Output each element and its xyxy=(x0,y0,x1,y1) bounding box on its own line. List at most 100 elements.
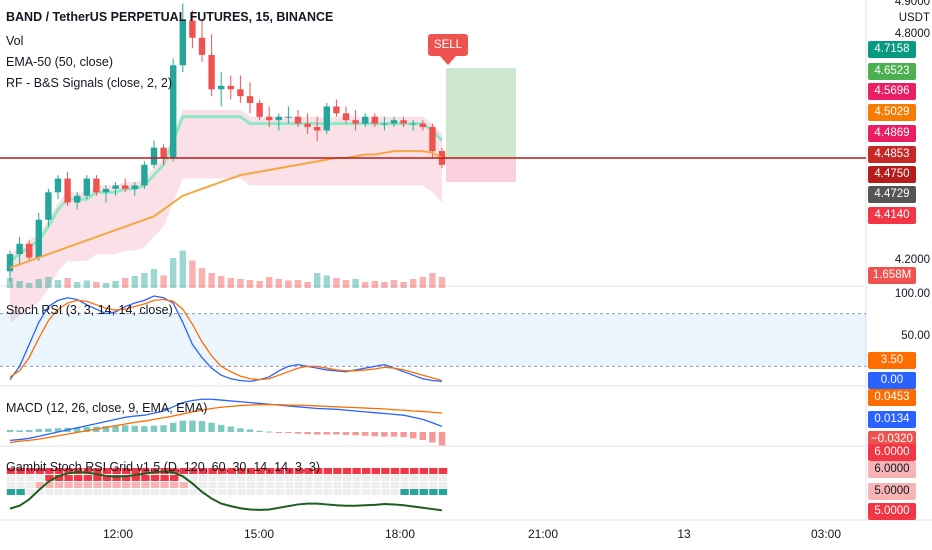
macd-histogram-bar xyxy=(83,426,90,432)
macd-histogram-bar xyxy=(170,422,177,432)
gambit-grid-cell xyxy=(141,475,150,481)
macd-signal-tag: 0.0453 xyxy=(868,389,916,406)
macd-histogram-bar xyxy=(35,429,42,432)
gambit-grid-cell xyxy=(26,468,35,474)
macd-histogram-bar xyxy=(390,432,398,437)
gambit-grid-cell xyxy=(83,482,92,488)
gambit-grid-cell xyxy=(323,468,332,474)
candle-body xyxy=(419,123,426,128)
range-filter-legend[interactable]: RF - B&S Signals (close, 2, 2) xyxy=(6,76,173,90)
gambit-grid-cell xyxy=(410,482,419,488)
gambit-grid-cell xyxy=(314,489,323,495)
stoch-rsi-legend[interactable]: Stoch RSI (3, 3, 14, 14, close) xyxy=(6,303,173,317)
price-scale-currency[interactable]: USDT xyxy=(898,12,930,24)
gambit-grid-cell xyxy=(237,468,246,474)
gambit-grid-cell xyxy=(438,489,448,495)
time-label-2: 18:00 xyxy=(384,527,416,541)
gambit-grid-cell xyxy=(170,475,179,481)
macd-histogram-bar xyxy=(342,432,350,435)
macd-histogram-bar xyxy=(237,428,244,432)
volume-bar xyxy=(93,282,100,288)
symbol-title[interactable]: BAND / TetherUS PERPETUAL FUTURES, 15, B… xyxy=(6,10,334,24)
candle-body xyxy=(400,120,407,124)
gambit-grid-cell xyxy=(266,475,275,481)
gambit-grid-cell xyxy=(237,482,246,488)
volume-bar xyxy=(410,279,417,288)
macd-histogram-bar xyxy=(208,422,215,432)
gambit-grid-cell xyxy=(256,489,265,495)
macd-legend[interactable]: MACD (12, 26, close, 9, EMA, EMA) xyxy=(6,401,208,415)
gambit-grid-cell xyxy=(64,475,73,481)
gambit-grid-cell xyxy=(304,475,313,481)
stoch-band xyxy=(0,313,866,367)
gambit-legend[interactable]: Gambit Stoch RSI Grid v1.5 (D, 120, 60, … xyxy=(6,460,321,474)
candle-body xyxy=(429,127,436,152)
gambit-grid-cell xyxy=(93,475,102,481)
gambit-grid-cell xyxy=(304,468,313,474)
gambit-grid-cell xyxy=(26,482,35,488)
candle-body xyxy=(102,188,110,193)
candle-body xyxy=(189,20,196,38)
macd-histogram-bar xyxy=(371,432,378,437)
gambit-grid-cell xyxy=(141,489,150,495)
candle-body xyxy=(74,195,81,203)
gambit-grid-cell xyxy=(64,489,73,495)
macd-line xyxy=(9,398,443,442)
macd-histogram-bar xyxy=(6,429,14,432)
gambit-grid-cell xyxy=(131,489,140,495)
candle-body xyxy=(342,113,350,121)
macd-histogram-bar xyxy=(150,425,158,432)
gambit-grid-cell xyxy=(45,482,54,488)
gambit-grid-cell xyxy=(410,489,419,495)
macd-histogram-bar xyxy=(74,427,81,432)
candle-body xyxy=(246,96,254,104)
gambit-grid-cell xyxy=(362,489,371,495)
gambit-grid-cell xyxy=(83,475,92,481)
candle-body xyxy=(179,20,186,66)
macd-histogram-bar xyxy=(275,432,282,433)
macd-histogram-bar xyxy=(256,430,263,432)
volume-bar xyxy=(400,282,407,288)
ema-legend[interactable]: EMA-50 (50, close) xyxy=(6,55,113,69)
gambit-grid-cell xyxy=(16,468,25,474)
macd-histogram-bar xyxy=(54,428,62,432)
volume-bar xyxy=(314,273,321,288)
macd-histogram-bar xyxy=(45,428,52,432)
gambit-grid-cell xyxy=(131,482,140,488)
stop-loss-zone xyxy=(446,158,516,182)
macd-histogram-bar xyxy=(438,432,446,446)
gambit-grid-cell xyxy=(266,482,275,488)
gambit-grid-cell xyxy=(170,468,179,474)
gambit-grid-cell xyxy=(35,475,44,481)
gambit-grid-cell xyxy=(102,482,112,488)
stoch-d-tag: 0.00 xyxy=(868,372,916,389)
macd-histogram-bar xyxy=(333,432,340,435)
gambit-grid-cell xyxy=(150,489,160,495)
candle-body xyxy=(64,178,71,203)
gambit-grid-cell xyxy=(160,489,169,495)
macd-histogram-bar xyxy=(26,429,33,432)
gambit-grid-cell xyxy=(64,468,73,474)
candle-body xyxy=(371,116,378,124)
gambit-grid-cell xyxy=(93,489,102,495)
volume-bar xyxy=(381,282,388,288)
gambit-grid-cell xyxy=(419,468,428,474)
volume-bar xyxy=(170,258,177,288)
gambit-grid-cell xyxy=(246,482,256,488)
volume-bar xyxy=(189,260,196,288)
gambit-grid-cell xyxy=(419,482,428,488)
gambit-grid-cell xyxy=(150,468,160,474)
gambit-grid-cell xyxy=(6,482,16,488)
macd-histogram-bar xyxy=(323,432,330,435)
volume-legend[interactable]: Vol xyxy=(6,34,24,48)
gambit-grid-cell xyxy=(208,482,217,488)
gambit-grid-cell xyxy=(285,482,294,488)
gambit-grid-cell xyxy=(208,468,217,474)
gambit-grid-cell xyxy=(54,489,64,495)
gambit-grid-cell xyxy=(218,482,227,488)
gambit-tag-a: 6.0000 xyxy=(868,461,916,478)
candle-body xyxy=(381,123,388,125)
gambit-grid-cell xyxy=(208,489,217,495)
gambit-grid-cell xyxy=(362,468,371,474)
